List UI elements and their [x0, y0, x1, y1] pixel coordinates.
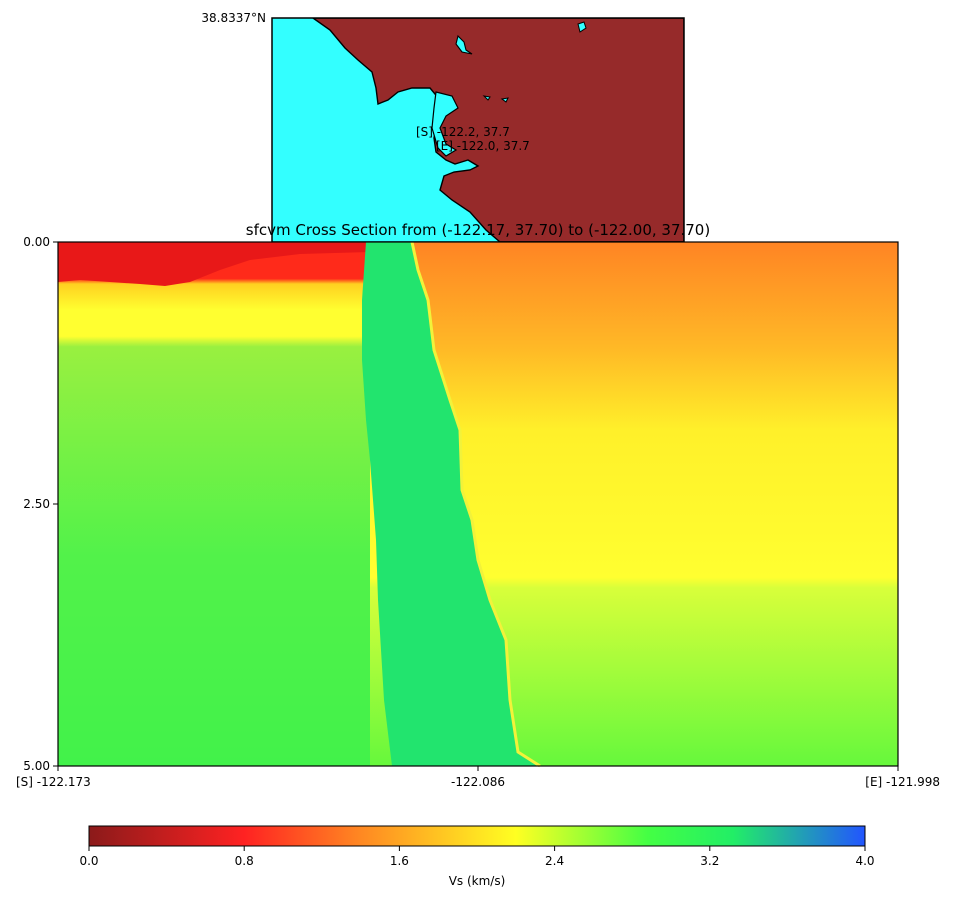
map-lake-2: [482, 95, 509, 103]
map-inset: 38.8337°N [S] -122.2, 37.7 [E] -122.0, 3…: [201, 11, 685, 243]
colorbar-tick-label: 1.6: [390, 854, 409, 868]
x-tick-label: -122.086: [451, 775, 505, 789]
y-tick-label: 0.00: [23, 235, 50, 249]
plot-title: sfcvm Cross Section from (-122.17, 37.70…: [246, 221, 710, 239]
fault-zone: [362, 242, 540, 766]
colorbar-gradient: [88, 825, 866, 847]
map-lake: [577, 21, 587, 33]
y-axis: 0.00 2.50 5.00: [23, 235, 58, 773]
fault-zone-edge: [410, 241, 541, 768]
y-tick-label: 5.00: [23, 759, 50, 773]
map-marker-end: [E] -122.0, 37.7: [436, 139, 530, 153]
colorbar-tick-label: 2.4: [545, 854, 564, 868]
colorbar-ticks: 0.0 0.8 1.6 2.4 3.2 4.0: [79, 846, 875, 868]
x-tick-label: [E] -121.998: [865, 775, 940, 789]
map-land: [311, 18, 684, 242]
colorbar-tick-label: 0.0: [79, 854, 98, 868]
colorbar-label: Vs (km/s): [449, 874, 506, 888]
map-corner-label: 38.8337°N: [201, 11, 266, 25]
x-tick-label: [S] -122.173: [16, 775, 91, 789]
colorbar-tick-label: 4.0: [855, 854, 874, 868]
x-axis: [S] -122.173 -122.086 [E] -121.998: [16, 766, 940, 789]
map-island: [455, 34, 473, 55]
cross-section-plot: sfcvm Cross Section from (-122.17, 37.70…: [16, 221, 940, 789]
shallow-low-velocity-zone: [58, 242, 370, 286]
colorbar-tick-label: 3.2: [700, 854, 719, 868]
map-marker-start: [S] -122.2, 37.7: [416, 125, 510, 139]
colorbar: 0.0 0.8 1.6 2.4 3.2 4.0 Vs (km/s): [79, 825, 875, 888]
map-bay-water: [431, 91, 459, 157]
colorbar-tick-label: 0.8: [235, 854, 254, 868]
y-tick-label: 2.50: [23, 497, 50, 511]
west-block: [58, 242, 370, 766]
cross-section-image: [58, 241, 898, 768]
